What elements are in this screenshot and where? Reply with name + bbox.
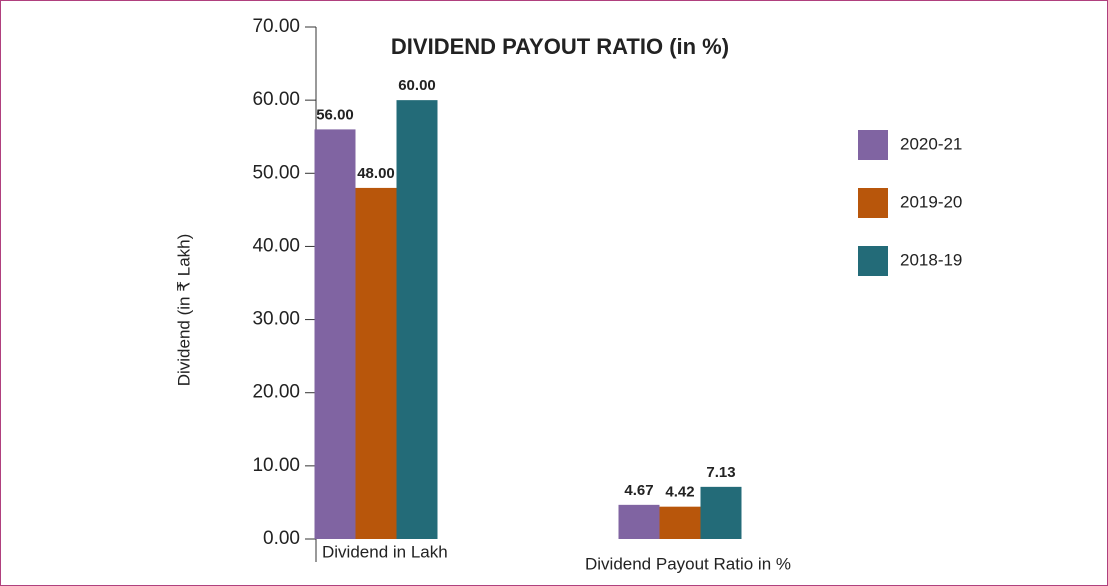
y-tick-label: 20.00 xyxy=(252,382,300,403)
y-axis-label: Dividend (in ₹ Lakh) xyxy=(174,234,193,387)
value-label: 48.00 xyxy=(357,165,395,182)
bar xyxy=(700,486,742,539)
y-tick-label: 0.00 xyxy=(263,528,300,549)
x-tick-label: Dividend Payout Ratio in % xyxy=(585,554,791,573)
value-label: 4.42 xyxy=(665,484,694,501)
bar xyxy=(314,129,356,539)
legend-label: 2019-20 xyxy=(900,192,962,211)
value-label: 4.67 xyxy=(624,482,653,499)
legend-swatch xyxy=(858,246,888,276)
y-tick-label: 10.00 xyxy=(252,455,300,476)
bar xyxy=(659,506,701,539)
legend-swatch xyxy=(858,130,888,160)
legend-swatch xyxy=(858,188,888,218)
bar xyxy=(618,504,660,539)
x-tick-label: Dividend in Lakh xyxy=(322,542,448,561)
y-tick-label: 50.00 xyxy=(252,162,300,183)
legend-label: 2020-21 xyxy=(900,134,962,153)
bar xyxy=(355,187,397,539)
value-label: 60.00 xyxy=(398,77,436,94)
y-tick-label: 70.00 xyxy=(252,16,300,37)
value-label: 56.00 xyxy=(316,106,354,123)
value-label: 7.13 xyxy=(706,464,735,481)
y-tick-label: 60.00 xyxy=(252,89,300,110)
legend-label: 2018-19 xyxy=(900,250,962,269)
chart-title: DIVIDEND PAYOUT RATIO (in %) xyxy=(391,34,729,59)
bar xyxy=(396,100,438,540)
y-tick-label: 40.00 xyxy=(252,235,300,256)
y-tick-label: 30.00 xyxy=(252,309,300,330)
